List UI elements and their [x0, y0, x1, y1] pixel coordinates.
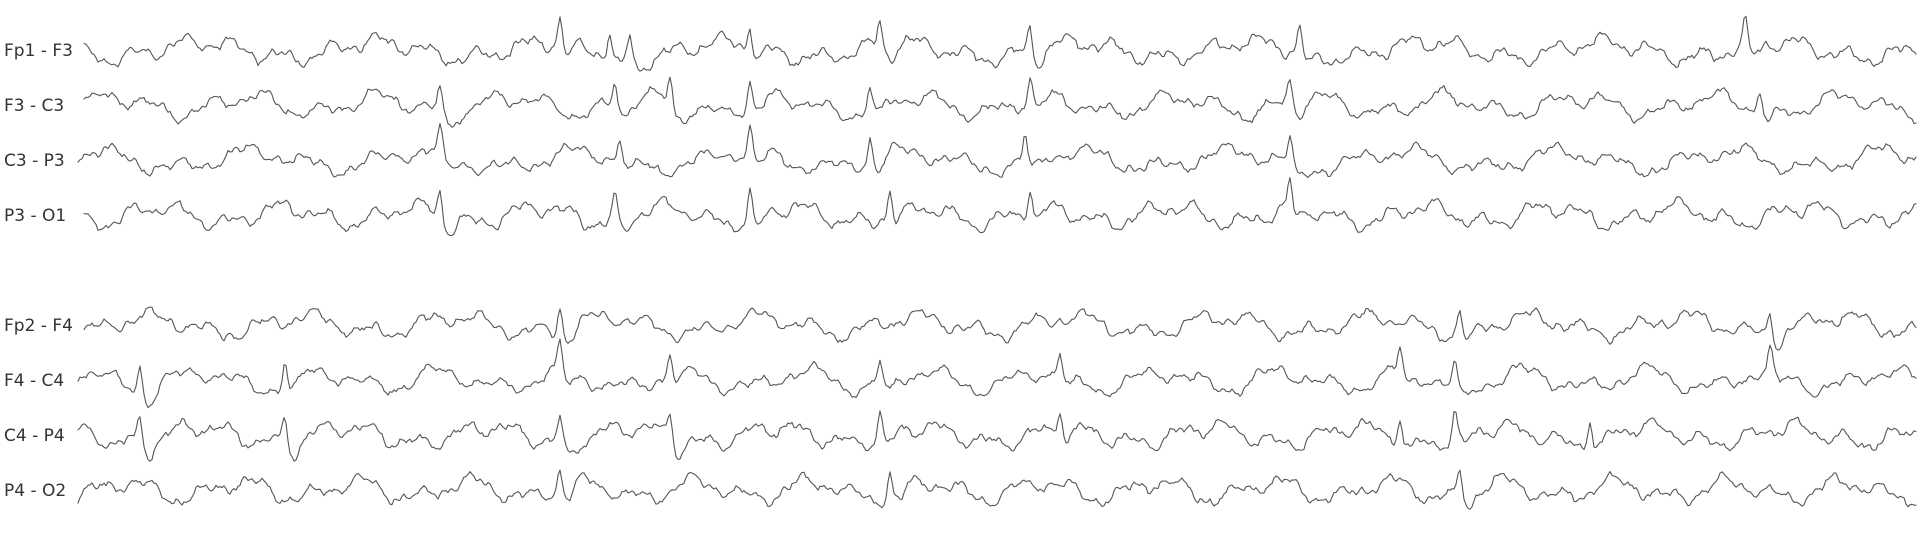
- trace-p3-o1: [83, 177, 1917, 236]
- trace-p4-o2: [77, 469, 1917, 510]
- channel-label-c3-p3: C3 - P3: [4, 151, 65, 171]
- trace-fp1-f3: [83, 15, 1917, 72]
- trace-fp2-f4: [83, 306, 1917, 351]
- channel-label-p3-o1: P3 - O1: [4, 206, 66, 226]
- channel-label-p4-o2: P4 - O2: [4, 481, 66, 501]
- trace-f4-c4: [77, 338, 1917, 409]
- channel-label-f3-c3: F3 - C3: [4, 96, 64, 116]
- eeg-traces: [77, 15, 1917, 510]
- channel-label-f4-c4: F4 - C4: [4, 371, 64, 391]
- left-hemisphere-group: Fp1 - F3 F3 - C3 C3 - P3 P3 - O1: [4, 41, 73, 226]
- trace-f3-c3: [83, 76, 1917, 128]
- trace-c3-p3: [77, 122, 1917, 179]
- channel-label-fp2-f4: Fp2 - F4: [4, 316, 73, 336]
- trace-c4-p4: [77, 410, 1917, 462]
- right-hemisphere-group: Fp2 - F4 F4 - C4 C4 - P4 P4 - O2: [4, 316, 73, 501]
- channel-label-c4-p4: C4 - P4: [4, 426, 65, 446]
- channel-label-fp1-f3: Fp1 - F3: [4, 41, 73, 61]
